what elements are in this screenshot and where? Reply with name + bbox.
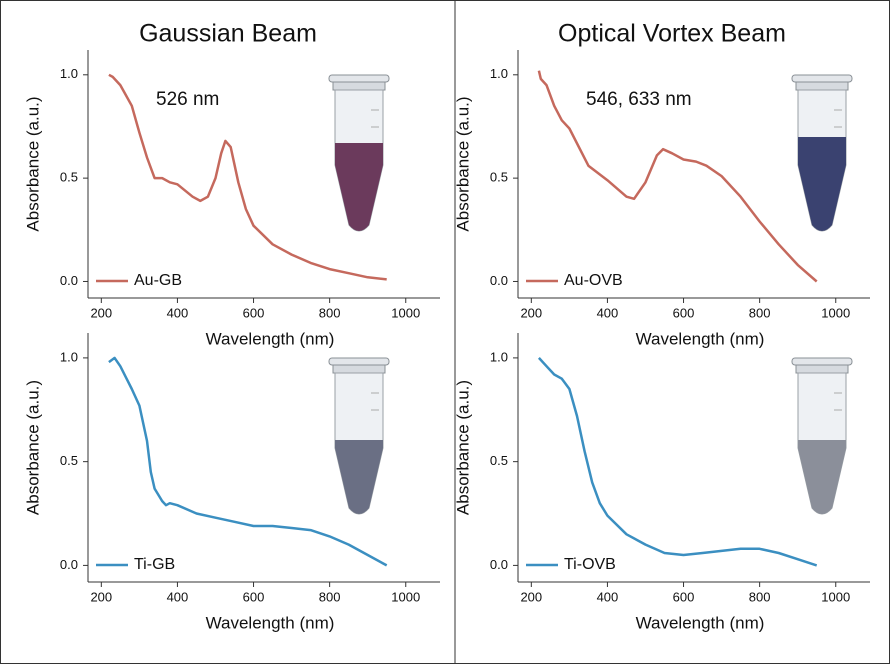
y-tick-label: 0.5 <box>490 170 508 185</box>
x-tick-label: 200 <box>90 305 112 320</box>
y-axis-label: Absorbance (a.u.) <box>23 380 42 515</box>
y-tick-label: 1.0 <box>60 66 78 81</box>
x-tick-label: 1000 <box>821 589 850 604</box>
x-tick-label: 200 <box>90 589 112 604</box>
y-tick-label: 0.5 <box>490 453 508 468</box>
chart-title: Optical Vortex Beam <box>558 20 786 48</box>
y-tick-label: 0.0 <box>490 557 508 572</box>
y-tick-label: 1.0 <box>490 66 508 81</box>
y-axis-label: Absorbance (a.u.) <box>453 380 472 515</box>
legend-label: Ti-OVB <box>564 556 616 573</box>
x-tick-label: 800 <box>319 589 341 604</box>
x-axis-label: Wavelength (nm) <box>206 329 335 348</box>
legend-label: Au-GB <box>134 272 182 289</box>
y-axis-label: Absorbance (a.u.) <box>453 96 472 231</box>
x-tick-label: 400 <box>167 305 189 320</box>
x-axis-label: Wavelength (nm) <box>636 613 765 632</box>
x-axis-label: Wavelength (nm) <box>206 613 335 632</box>
x-tick-label: 400 <box>597 589 619 604</box>
y-axis-label: Absorbance (a.u.) <box>23 96 42 231</box>
y-tick-label: 0.5 <box>60 170 78 185</box>
x-tick-label: 400 <box>167 589 189 604</box>
annotation: 526 nm <box>156 89 219 110</box>
y-tick-label: 0.0 <box>490 273 508 288</box>
data-line <box>108 73 387 281</box>
y-tick-label: 0.0 <box>60 273 78 288</box>
x-axis-label: Wavelength (nm) <box>636 329 765 348</box>
x-tick-label: 800 <box>749 589 771 604</box>
x-tick-label: 400 <box>597 305 619 320</box>
x-tick-label: 1000 <box>821 305 850 320</box>
data-line <box>108 356 388 567</box>
x-tick-label: 600 <box>243 305 265 320</box>
x-tick-label: 800 <box>319 305 341 320</box>
x-tick-label: 1000 <box>391 305 420 320</box>
x-tick-label: 600 <box>673 305 695 320</box>
data-line <box>537 70 818 283</box>
y-tick-label: 0.0 <box>60 557 78 572</box>
annotation: 546, 633 nm <box>586 89 692 110</box>
x-tick-label: 800 <box>749 305 771 320</box>
y-tick-label: 0.5 <box>60 453 78 468</box>
x-tick-label: 200 <box>520 589 542 604</box>
x-tick-label: 600 <box>673 589 695 604</box>
chart-title: Gaussian Beam <box>139 20 317 48</box>
x-tick-label: 200 <box>520 305 542 320</box>
tube-ti-gb <box>328 357 390 515</box>
legend-label: Au-OVB <box>564 272 623 289</box>
x-tick-label: 1000 <box>391 589 420 604</box>
y-tick-label: 1.0 <box>60 349 78 364</box>
tube-au-ovb <box>791 74 853 232</box>
data-line <box>537 357 818 567</box>
legend-label: Ti-GB <box>134 556 175 573</box>
tube-ti-ovb <box>791 357 853 515</box>
x-tick-label: 600 <box>243 589 265 604</box>
tube-au-gb <box>328 74 390 232</box>
y-tick-label: 1.0 <box>490 349 508 364</box>
